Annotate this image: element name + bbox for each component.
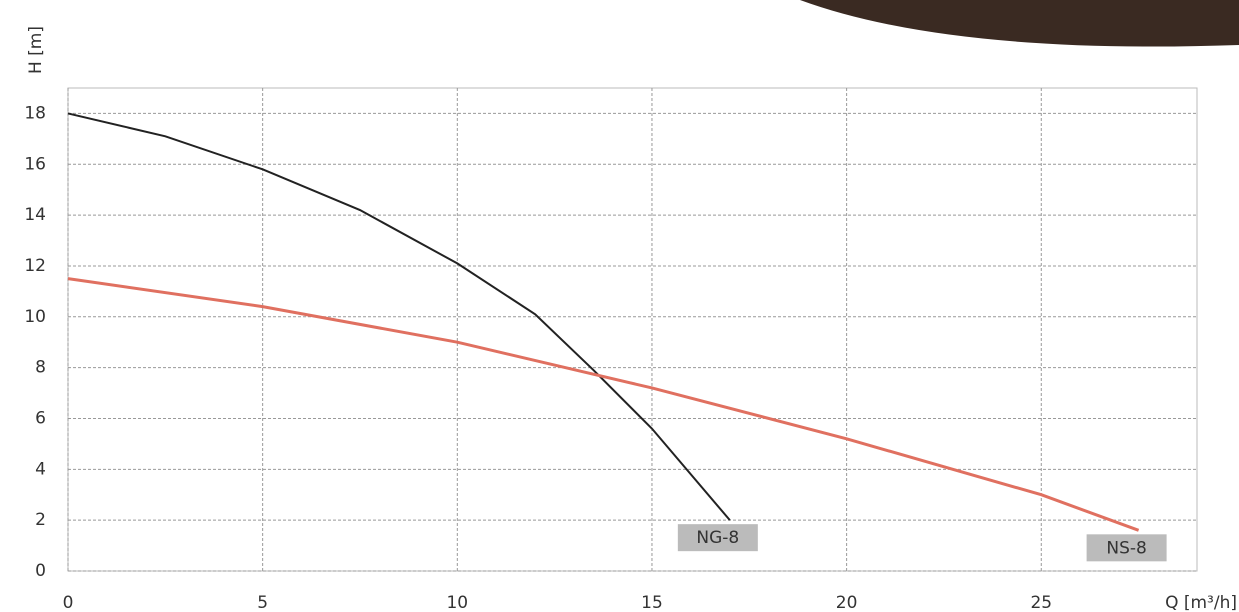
y-tick-label: 10 — [24, 307, 46, 327]
x-tick-label: 15 — [641, 593, 663, 612]
series-label: NS-8 — [1106, 538, 1146, 558]
y-tick-label: 14 — [24, 205, 46, 225]
decoration — [800, 0, 1239, 47]
series-label: NG-8 — [696, 528, 739, 548]
y-tick-label: 6 — [35, 408, 46, 428]
series-label-box — [1086, 534, 1167, 562]
x-tick-label: 5 — [257, 593, 268, 612]
y-tick-label: 8 — [35, 358, 46, 378]
y-tick-label: 18 — [24, 103, 46, 123]
y-tick-label: 2 — [35, 510, 46, 530]
y-tick-label: 4 — [35, 459, 46, 479]
curve — [67, 112, 731, 521]
x-tick-label: 10 — [446, 593, 468, 612]
y-tick-label: 12 — [24, 256, 46, 276]
x-axis-label: Q [m³/h] — [1165, 593, 1237, 612]
x-tick-label: 0 — [63, 593, 74, 612]
y-axis-label: H [m] — [26, 26, 46, 74]
y-tick-label: 16 — [24, 154, 46, 174]
series-label-box — [677, 524, 758, 552]
x-tick-label: 20 — [836, 593, 858, 612]
curve — [67, 277, 1140, 532]
y-tick-label: 0 — [35, 561, 46, 581]
x-tick-label: 25 — [1030, 593, 1052, 612]
